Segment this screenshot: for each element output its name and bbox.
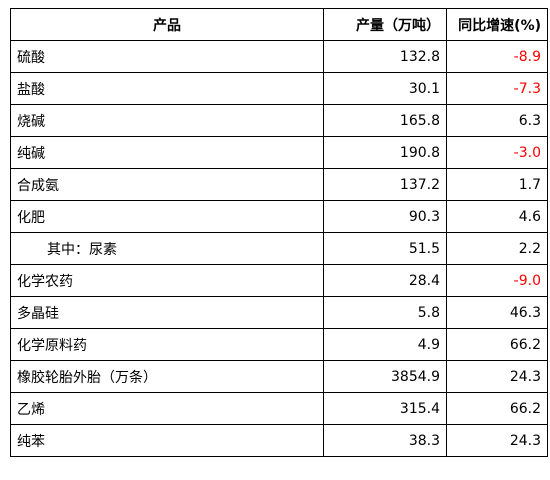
table-row: 多晶硅 5.8 46.3 bbox=[10, 296, 548, 329]
growth-value: 66.2 bbox=[446, 392, 548, 425]
output-value: 30.1 bbox=[323, 72, 447, 105]
growth-value: 24.3 bbox=[446, 360, 548, 393]
table-row: 化学原料药 4.9 66.2 bbox=[10, 328, 548, 361]
product-name: 化学农药 bbox=[10, 264, 324, 297]
product-name: 化学原料药 bbox=[10, 328, 324, 361]
table-row: 纯碱 190.8 -3.0 bbox=[10, 136, 548, 169]
output-value: 132.8 bbox=[323, 40, 447, 73]
output-value: 51.5 bbox=[323, 232, 447, 265]
output-value: 38.3 bbox=[323, 424, 447, 457]
output-value: 5.8 bbox=[323, 296, 447, 329]
output-value: 190.8 bbox=[323, 136, 447, 169]
table-row: 盐酸 30.1 -7.3 bbox=[10, 72, 548, 105]
growth-value: 1.7 bbox=[446, 168, 548, 201]
table-body: 硫酸 132.8 -8.9 盐酸 30.1 -7.3 烧碱 165.8 6.3 纯碱 190.8 -3… bbox=[10, 40, 548, 457]
output-value: 137.2 bbox=[323, 168, 447, 201]
output-value: 4.9 bbox=[323, 328, 447, 361]
growth-value: -8.9 bbox=[446, 40, 548, 73]
output-value: 165.8 bbox=[323, 104, 447, 137]
header-product: 产品 bbox=[10, 8, 324, 41]
product-name: 乙烯 bbox=[10, 392, 324, 425]
growth-value: 2.2 bbox=[446, 232, 548, 265]
table-row: 化肥 90.3 4.6 bbox=[10, 200, 548, 233]
output-value: 90.3 bbox=[323, 200, 447, 233]
table-row: 乙烯 315.4 66.2 bbox=[10, 392, 548, 425]
table-row: 合成氨 137.2 1.7 bbox=[10, 168, 548, 201]
production-table: 产品 产量（万吨） 同比增速(%) 硫酸 132.8 -8.9 盐酸 30.1 -7.3 烧… bbox=[10, 8, 548, 457]
table-row: 纯苯 38.3 24.3 bbox=[10, 424, 548, 457]
growth-value: 4.6 bbox=[446, 200, 548, 233]
product-name: 橡胶轮胎外胎（万条） bbox=[10, 360, 324, 393]
header-growth: 同比增速(%) bbox=[446, 8, 548, 41]
output-value: 315.4 bbox=[323, 392, 447, 425]
product-name: 多晶硅 bbox=[10, 296, 324, 329]
product-name: 化肥 bbox=[10, 200, 324, 233]
growth-value: -3.0 bbox=[446, 136, 548, 169]
header-row: 产品 产量（万吨） 同比增速(%) bbox=[10, 8, 548, 41]
output-value: 3854.9 bbox=[323, 360, 447, 393]
header-output: 产量（万吨） bbox=[323, 8, 447, 41]
growth-value: 24.3 bbox=[446, 424, 548, 457]
output-value: 28.4 bbox=[323, 264, 447, 297]
growth-value: -7.3 bbox=[446, 72, 548, 105]
product-name: 纯苯 bbox=[10, 424, 324, 457]
table-row: 橡胶轮胎外胎（万条） 3854.9 24.3 bbox=[10, 360, 548, 393]
growth-value: 46.3 bbox=[446, 296, 548, 329]
product-name: 其中：尿素 bbox=[10, 232, 324, 265]
table-row: 硫酸 132.8 -8.9 bbox=[10, 40, 548, 73]
product-name: 合成氨 bbox=[10, 168, 324, 201]
product-name: 纯碱 bbox=[10, 136, 324, 169]
growth-value: 6.3 bbox=[446, 104, 548, 137]
product-name: 硫酸 bbox=[10, 40, 324, 73]
table-row: 化学农药 28.4 -9.0 bbox=[10, 264, 548, 297]
product-name: 烧碱 bbox=[10, 104, 324, 137]
growth-value: 66.2 bbox=[446, 328, 548, 361]
table-row: 其中：尿素 51.5 2.2 bbox=[10, 232, 548, 265]
growth-value: -9.0 bbox=[446, 264, 548, 297]
product-name: 盐酸 bbox=[10, 72, 324, 105]
table-row: 烧碱 165.8 6.3 bbox=[10, 104, 548, 137]
